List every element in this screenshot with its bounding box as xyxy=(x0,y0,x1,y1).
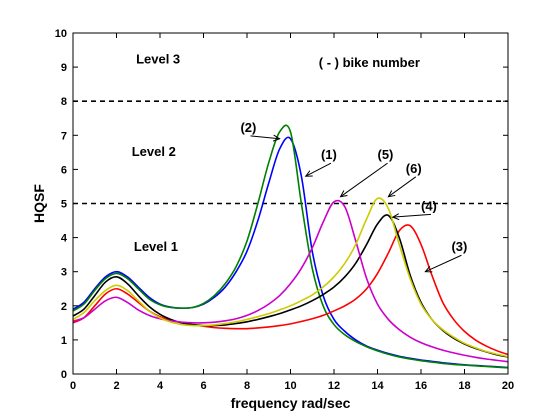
x-tick-label: 16 xyxy=(415,380,427,392)
series-number-label: (5) xyxy=(378,147,394,162)
y-tick-label: 8 xyxy=(61,96,67,108)
label-arrow xyxy=(392,213,432,218)
series-labels: (2) (1) (5) (6) (4) (3) xyxy=(240,120,467,273)
x-axis-label: frequency rad/sec xyxy=(231,395,351,411)
series-group xyxy=(72,124,509,369)
label-arrow xyxy=(425,254,462,273)
arrow-head xyxy=(339,190,348,198)
y-tick-label: 3 xyxy=(61,267,67,279)
x-tick-label: 12 xyxy=(328,380,340,392)
x-tick-label: 6 xyxy=(200,380,206,392)
annotation-text: Level 2 xyxy=(132,144,176,159)
label-arrow xyxy=(305,162,332,177)
arrow-head xyxy=(272,134,281,142)
label-arrow xyxy=(250,135,280,140)
series-number-label: (2) xyxy=(240,120,256,135)
annotation-text: ( - ) bike number xyxy=(319,55,420,70)
series-line-1 xyxy=(72,124,509,369)
series-line-4 xyxy=(72,199,509,363)
annotation-text: Level 3 xyxy=(136,52,180,67)
arrow-head xyxy=(391,213,400,221)
x-tick-label: 0 xyxy=(70,380,76,392)
series-number-label: (6) xyxy=(406,161,422,176)
y-tick-label: 5 xyxy=(61,199,67,211)
x-tick-label: 4 xyxy=(157,380,164,392)
y-tick-label: 4 xyxy=(61,233,68,245)
series-line-5 xyxy=(72,197,509,358)
annotations: Level 3 Level 2 Level 1 ( - ) bike number xyxy=(132,52,420,255)
label-arrow xyxy=(340,162,388,198)
x-tick-label: 20 xyxy=(502,380,514,392)
y-tick-label: 0 xyxy=(61,369,67,381)
y-tick-label: 9 xyxy=(61,62,67,74)
annotation-text: Level 1 xyxy=(134,239,178,254)
x-axis-ticks: 0 2 4 6 8 10 12 14 16 18 20 xyxy=(70,33,514,392)
arrow-head xyxy=(304,170,313,177)
x-tick-label: 18 xyxy=(458,380,470,392)
plot-frame xyxy=(72,32,509,375)
series-number-label: (1) xyxy=(321,147,337,162)
y-tick-label: 7 xyxy=(61,130,67,142)
x-tick-label: 8 xyxy=(244,380,250,392)
series-number-label: (3) xyxy=(451,239,467,254)
x-tick-label: 2 xyxy=(113,380,119,392)
arrow-head xyxy=(387,190,396,198)
y-tick-label: 2 xyxy=(61,301,67,313)
label-arrow xyxy=(388,176,417,198)
series-number-label: (4) xyxy=(421,198,437,213)
reference-lines xyxy=(73,100,508,205)
arrow-head xyxy=(424,265,433,273)
y-tick-label: 6 xyxy=(61,164,67,176)
x-tick-label: 14 xyxy=(371,380,384,392)
y-axis-label: HQSF xyxy=(31,184,47,223)
y-tick-label: 10 xyxy=(55,28,67,40)
y-tick-label: 1 xyxy=(61,335,67,347)
x-tick-label: 10 xyxy=(284,380,296,392)
